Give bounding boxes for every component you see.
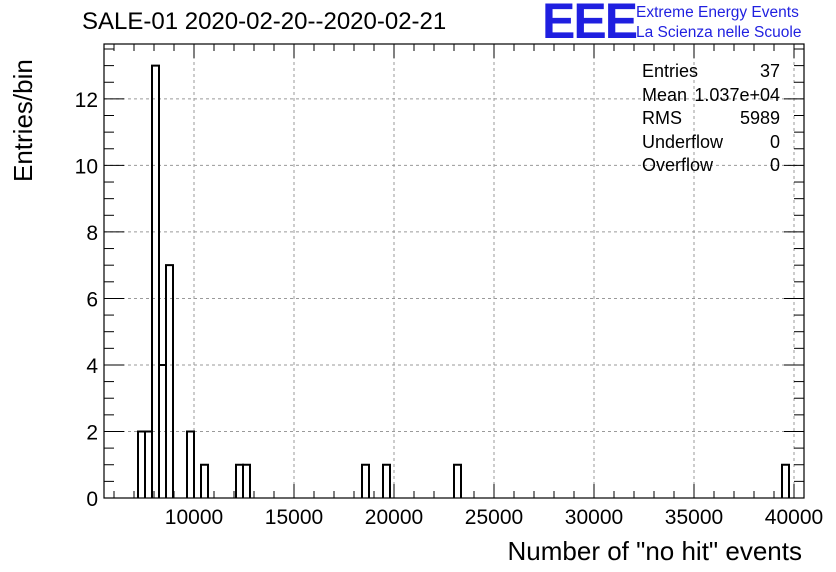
stats-label: Entries (642, 61, 699, 81)
y-tick-label: 12 (75, 89, 98, 112)
stats-value: 5989 (739, 108, 780, 128)
histogram-bin (137, 430, 146, 498)
histogram-bin (235, 463, 244, 498)
stats-label: Mean (642, 84, 688, 105)
histogram-bin (151, 64, 160, 498)
stats-row-mean: Mean 1.037e+04 (642, 84, 780, 108)
histogram-bin (781, 463, 790, 498)
x-tick-label: 25000 (465, 506, 523, 529)
stats-value: 0 (769, 131, 780, 152)
logo-line-2: La Scienza nelle Scuole (636, 24, 802, 41)
eee-logo-text: Extreme Energy Events La Scienza nelle S… (636, 3, 801, 43)
stats-label: RMS (642, 108, 682, 128)
x-tick-label: 10000 (165, 506, 223, 529)
x-tick-label: 15000 (265, 506, 323, 529)
x-tick-label: 30000 (565, 506, 623, 529)
stats-box: Entries 37 Mean 1.037e+04 RMS 5989 Under… (642, 60, 780, 178)
stats-label: Underflow (642, 131, 724, 152)
histogram-bin (186, 430, 195, 498)
y-tick-label: 2 (86, 421, 98, 444)
histogram-bin (242, 463, 251, 498)
histogram-bin (382, 463, 391, 498)
stats-value: 37 (759, 61, 780, 81)
histogram-bin (165, 264, 174, 498)
x-tick-label: 35000 (665, 506, 723, 529)
stats-row-underflow: Underflow 0 (642, 131, 780, 155)
y-tick-label: 0 (86, 488, 98, 511)
histogram-bin (200, 463, 209, 498)
logo-line-1: Extreme Energy Events (636, 4, 799, 21)
y-tick-label: 4 (86, 355, 98, 378)
y-axis-label: Entries/bin (8, 59, 38, 182)
y-tick-label: 8 (86, 222, 98, 245)
histogram-bin (144, 430, 153, 498)
histogram-bin (361, 463, 370, 498)
stats-label: Overflow (642, 155, 714, 175)
stats-value: 1.037e+04 (694, 84, 780, 105)
chart-title: SALE-01 2020-02-20--2020-02-21 (82, 8, 447, 35)
histogram-bin (453, 463, 462, 498)
eee-logo-mark: EEE (542, 0, 638, 49)
x-axis-label: Number of "no hit" events (507, 536, 803, 566)
stats-row-rms: RMS 5989 (642, 107, 780, 131)
x-tick-label: 20000 (365, 506, 423, 529)
stats-row-entries: Entries 37 (642, 60, 780, 84)
x-tick-label: 40000 (765, 506, 823, 529)
y-tick-label: 10 (75, 155, 98, 178)
stats-row-overflow: Overflow 0 (642, 154, 780, 178)
y-tick-label: 6 (86, 288, 98, 311)
stats-value: 0 (769, 155, 780, 175)
